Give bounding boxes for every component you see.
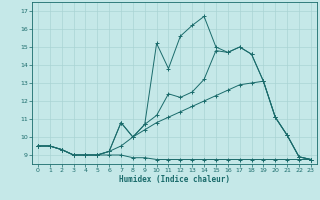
X-axis label: Humidex (Indice chaleur): Humidex (Indice chaleur) [119, 175, 230, 184]
